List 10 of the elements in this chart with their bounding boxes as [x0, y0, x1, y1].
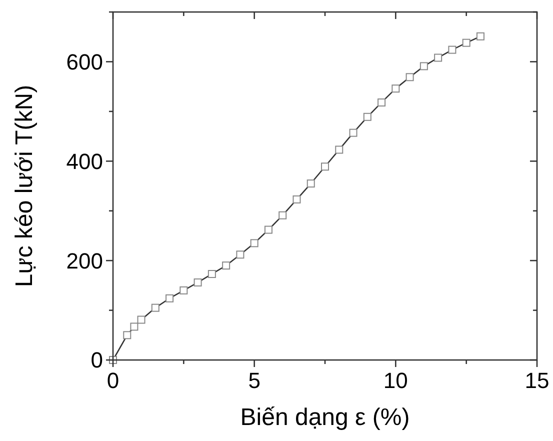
x-tick-label: 0 — [106, 368, 120, 393]
y-tick-label: 200 — [66, 248, 103, 274]
x-tick-label: 10 — [383, 368, 408, 393]
y-axis-title: Lực kéo lưới T(kN) — [11, 84, 38, 288]
y-tick-label: 400 — [66, 148, 103, 174]
y-tick-label: 0 — [90, 348, 103, 373]
y-tick-label: 600 — [66, 49, 103, 74]
x-tick-label: 5 — [248, 368, 260, 393]
x-axis-title: Biến dạng ε (%) — [240, 404, 410, 431]
x-tick-label: 15 — [524, 368, 550, 393]
